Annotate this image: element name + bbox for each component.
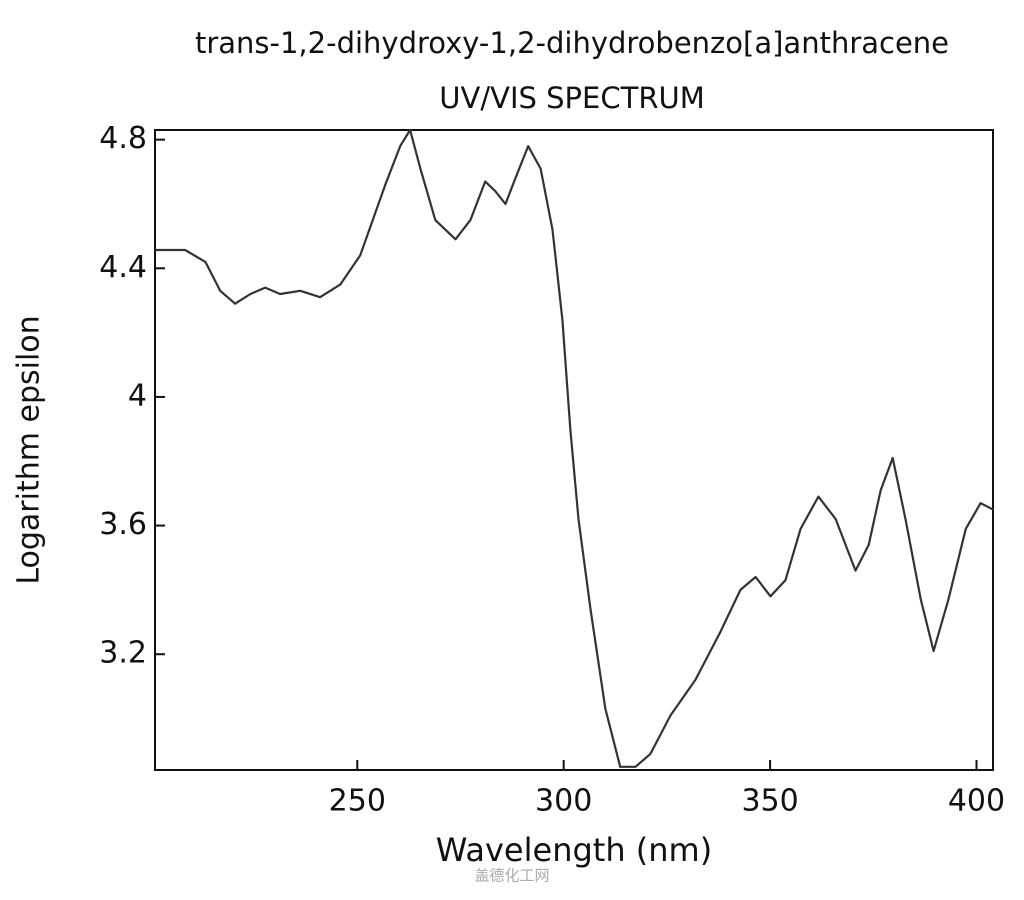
y-tick-label: 4 — [128, 378, 147, 413]
chart-title: trans-1,2-dihydroxy-1,2-dihydrobenzo[a]a… — [195, 26, 949, 60]
chart-subtitle: UV/VIS SPECTRUM — [439, 81, 704, 115]
y-tick-label: 4.4 — [99, 250, 147, 285]
y-tick-label: 3.6 — [99, 507, 147, 542]
spectrum-line — [155, 128, 994, 768]
y-tick-label: 3.2 — [99, 636, 147, 671]
x-axis-label: Wavelength (nm) — [436, 831, 712, 869]
x-tick-label: 250 — [329, 784, 386, 819]
x-tick-label: 300 — [535, 784, 592, 819]
watermark: 盖德化工网 — [474, 867, 549, 885]
y-tick-label: 4.8 — [99, 121, 147, 156]
x-tick-label: 400 — [948, 784, 1005, 819]
y-axis-label: Logarithm epsilon — [12, 315, 47, 584]
plot-frame — [154, 129, 994, 771]
x-tick-label: 350 — [741, 784, 798, 819]
